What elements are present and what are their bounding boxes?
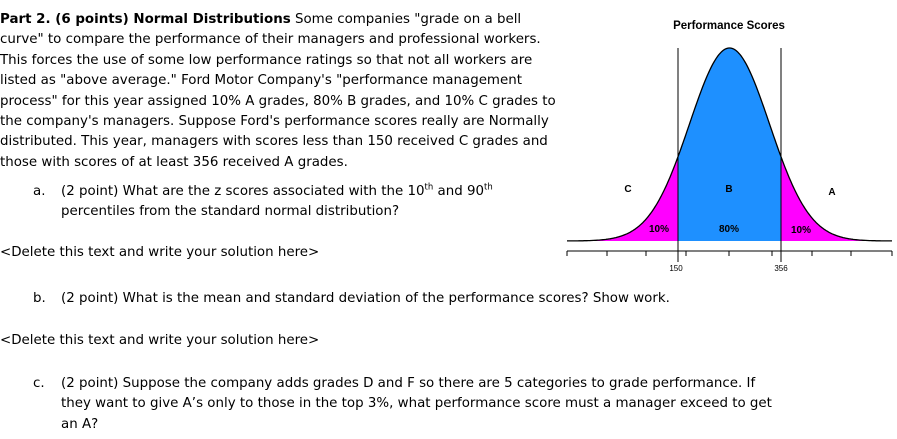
question-c-marker: c. [33,376,45,391]
question-a-line1: (2 point) What are the z scores associat… [61,182,493,202]
region-c-percent: 10% [649,224,669,235]
region-a-percent: 10% [791,225,811,236]
tick-label-356: 356 [774,264,788,273]
question-a-text-1: (2 point) What are the z scores associat… [61,184,425,199]
question-a-sup-1: th [424,182,434,193]
part-body: Some companies "grade on a bell curve" t… [0,12,556,170]
problem-intro: Part 2. (6 points) Normal Distributions … [0,10,556,173]
figure-title: Performance Scores [673,20,785,32]
performance-scores-figure: Performance Scores C B A 10% 80% 10% 150… [566,20,893,273]
region-c-area [567,156,678,241]
solution-placeholder-b[interactable]: <Delete this text and write your solutio… [0,333,320,348]
question-b-text: (2 point) What is the mean and standard … [61,291,670,306]
region-a-area [781,156,892,241]
region-b-percent: 80% [719,224,739,235]
region-b-grade: B [725,184,732,195]
region-c-grade: C [624,184,631,195]
question-a-line2: percentiles from the standard normal dis… [61,204,400,219]
region-b-area [678,48,781,241]
region-a-grade: A [828,187,835,198]
solution-placeholder-a[interactable]: <Delete this text and write your solutio… [0,245,320,260]
question-a-text-2: and 90 [433,184,485,199]
tick-label-150: 150 [669,264,683,273]
question-a-sup-2: th [484,182,493,193]
bell-curve [567,47,892,242]
part-heading: Part 2. (6 points) Normal Distributions [0,12,291,27]
x-axis-ticks [566,251,893,256]
question-a-marker: a. [33,184,46,199]
question-b-marker: b. [33,291,46,306]
question-c-text: (2 point) Suppose the company adds grade… [61,376,772,432]
